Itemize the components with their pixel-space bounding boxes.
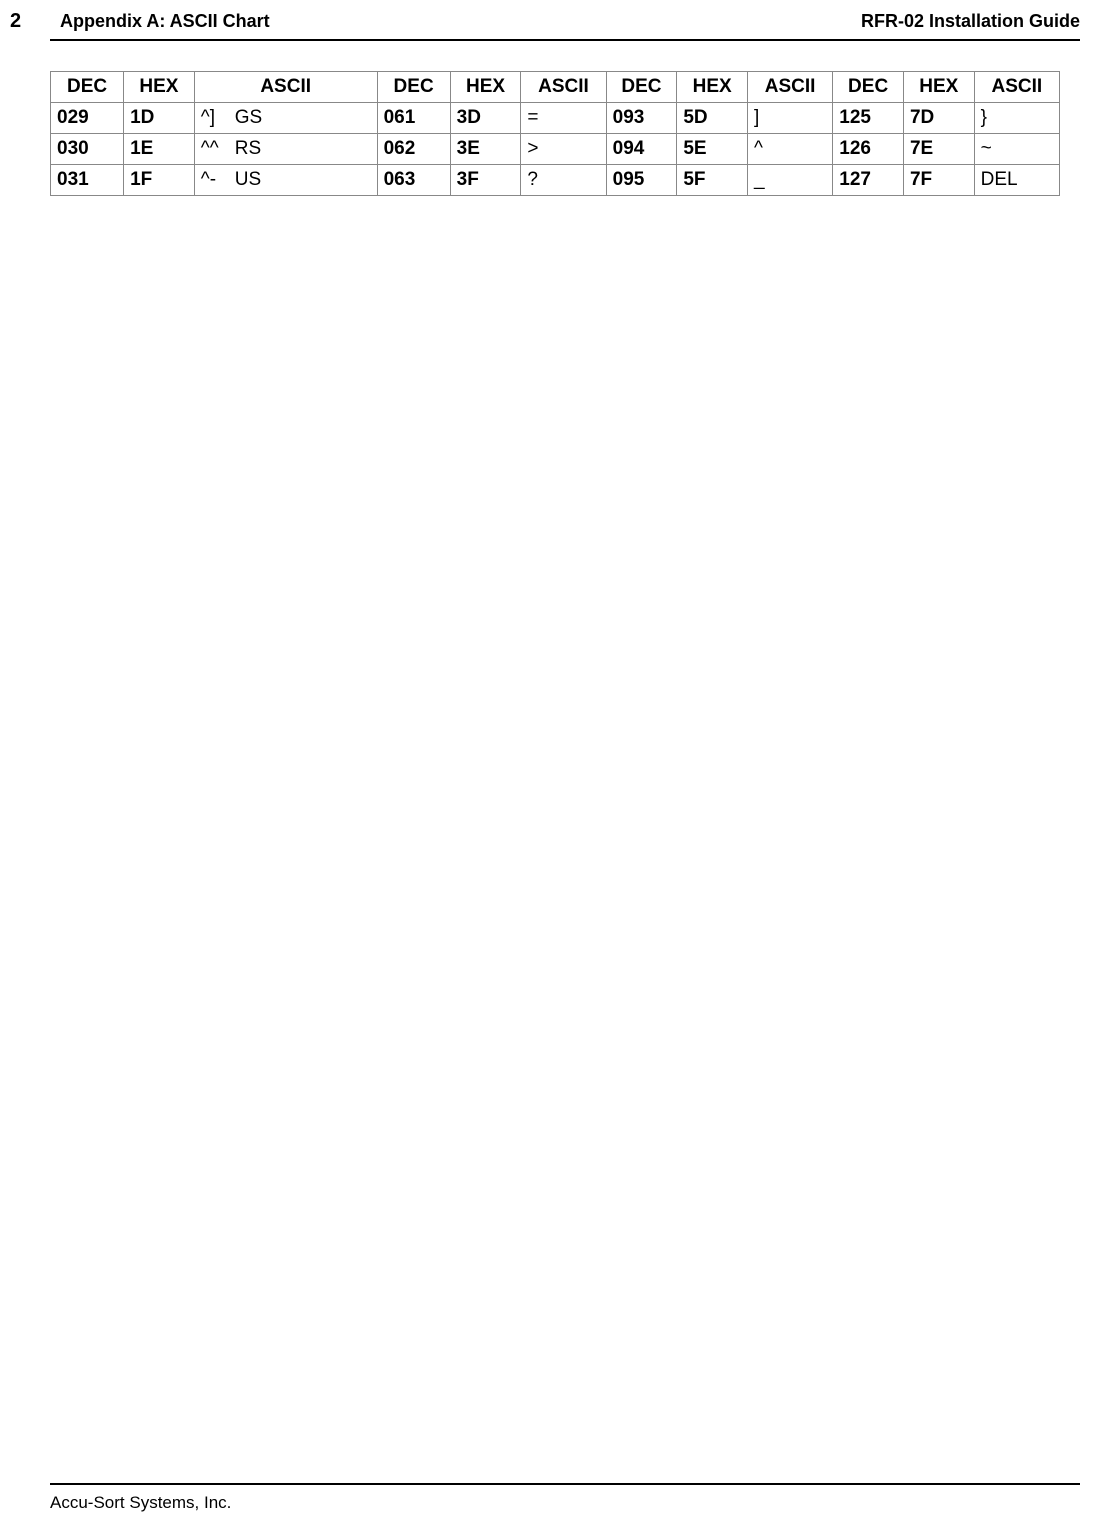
dec-cell: 094	[606, 134, 677, 165]
table-header-cell: ASCII	[194, 72, 377, 103]
ascii-cell: =	[521, 103, 606, 134]
hex-cell: 5E	[677, 134, 748, 165]
dec-cell: 062	[377, 134, 450, 165]
hex-cell: 3F	[450, 165, 521, 196]
ascii-cell: >	[521, 134, 606, 165]
page-header: 2 Appendix A: ASCII Chart RFR-02 Install…	[10, 10, 1080, 33]
ascii-table-wrap: DECHEXASCIIDECHEXASCIIDECHEXASCIIDECHEXA…	[50, 71, 1060, 196]
ascii-cell: ^^RS	[194, 134, 377, 165]
ascii-cell: ^	[747, 134, 832, 165]
page: 2 Appendix A: ASCII Chart RFR-02 Install…	[0, 0, 1110, 1533]
page-number: 2	[10, 10, 40, 33]
hex-cell: 7E	[903, 134, 974, 165]
header-left: Appendix A: ASCII Chart	[40, 11, 861, 32]
header-rule	[50, 39, 1080, 41]
table-header-cell: HEX	[677, 72, 748, 103]
table-row: 0291D^]GS0613D=0935D]1257D}	[51, 103, 1060, 134]
hex-cell: 5D	[677, 103, 748, 134]
table-row: 0311F^-US0633F?0955F_1277FDEL	[51, 165, 1060, 196]
table-header-cell: HEX	[124, 72, 195, 103]
table-header-cell: HEX	[450, 72, 521, 103]
dec-cell: 031	[51, 165, 124, 196]
ascii-name: US	[235, 169, 371, 191]
ascii-ctrl: ^-	[201, 169, 235, 191]
table-header-cell: ASCII	[974, 72, 1059, 103]
dec-cell: 061	[377, 103, 450, 134]
header-right: RFR-02 Installation Guide	[861, 11, 1080, 32]
table-header-cell: HEX	[903, 72, 974, 103]
dec-cell: 029	[51, 103, 124, 134]
hex-cell: 5F	[677, 165, 748, 196]
ascii-cell: ^-US	[194, 165, 377, 196]
ascii-ctrl: ^^	[201, 138, 235, 160]
ascii-cell: ]	[747, 103, 832, 134]
ascii-cell: ^]GS	[194, 103, 377, 134]
dec-cell: 125	[833, 103, 904, 134]
ascii-cell: ?	[521, 165, 606, 196]
table-header-cell: ASCII	[747, 72, 832, 103]
hex-cell: 3D	[450, 103, 521, 134]
dec-cell: 093	[606, 103, 677, 134]
dec-cell: 063	[377, 165, 450, 196]
ascii-cell: ~	[974, 134, 1059, 165]
dec-cell: 126	[833, 134, 904, 165]
page-footer: Accu-Sort Systems, Inc.	[50, 1475, 1080, 1513]
table-header-cell: DEC	[833, 72, 904, 103]
dec-cell: 127	[833, 165, 904, 196]
dec-cell: 030	[51, 134, 124, 165]
table-row: 0301E^^RS0623E>0945E^1267E~	[51, 134, 1060, 165]
table-header-cell: DEC	[51, 72, 124, 103]
table-header-row: DECHEXASCIIDECHEXASCIIDECHEXASCIIDECHEXA…	[51, 72, 1060, 103]
ascii-cell: DEL	[974, 165, 1059, 196]
ascii-name: GS	[235, 107, 371, 129]
hex-cell: 7F	[903, 165, 974, 196]
hex-cell: 7D	[903, 103, 974, 134]
dec-cell: 095	[606, 165, 677, 196]
hex-cell: 1F	[124, 165, 195, 196]
table-header-cell: DEC	[606, 72, 677, 103]
ascii-name: RS	[235, 138, 371, 160]
hex-cell: 3E	[450, 134, 521, 165]
hex-cell: 1E	[124, 134, 195, 165]
table-header-cell: ASCII	[521, 72, 606, 103]
footer-rule	[50, 1483, 1080, 1485]
footer-text: Accu-Sort Systems, Inc.	[50, 1493, 1080, 1513]
ascii-table: DECHEXASCIIDECHEXASCIIDECHEXASCIIDECHEXA…	[50, 71, 1060, 196]
table-header-cell: DEC	[377, 72, 450, 103]
ascii-cell: _	[747, 165, 832, 196]
ascii-ctrl: ^]	[201, 107, 235, 129]
ascii-cell: }	[974, 103, 1059, 134]
hex-cell: 1D	[124, 103, 195, 134]
